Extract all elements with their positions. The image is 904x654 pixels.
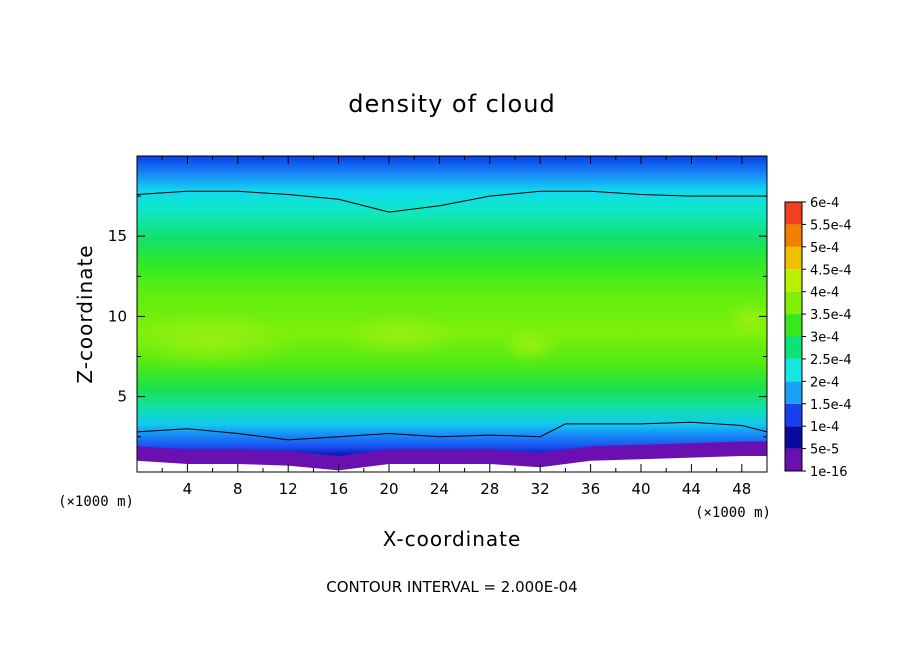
- colorbar-swatch: [785, 291, 802, 315]
- colorbar-swatch: [785, 448, 802, 471]
- colorbar-swatch: [785, 269, 802, 292]
- x-axis-unit-left: (×1000 m): [58, 494, 134, 510]
- y-axis-title: Z-coordinate: [73, 244, 97, 383]
- colorbar-swatch: [785, 426, 802, 449]
- contour-lines: [137, 190, 767, 441]
- contour-interval-note: CONTOUR INTERVAL = 2.000E-04: [326, 578, 577, 596]
- x-tick-label: 28: [480, 480, 499, 498]
- colorbar-label: 3e-4: [810, 331, 839, 346]
- plot-frame: [136, 155, 768, 473]
- colorbar-swatch: [785, 403, 802, 427]
- colorbar-label: 2e-4: [810, 375, 839, 390]
- colorbar-label: 1.5e-4: [810, 398, 852, 413]
- plot-field: [137, 156, 767, 472]
- x-axis-unit-right: (×1000 m): [695, 505, 771, 521]
- x-tick-label: 24: [430, 480, 449, 498]
- colorbar-label: 1e-16: [810, 465, 848, 480]
- field-maximum-patch-2: [340, 313, 460, 357]
- colorbar-swatch: [785, 314, 802, 337]
- y-tick-label: 15: [108, 227, 127, 245]
- colorbar-label: 3.5e-4: [810, 308, 852, 323]
- colorbar-swatch: [785, 246, 802, 270]
- field-maximum-patch-1: [137, 310, 300, 370]
- x-tick-label: 12: [279, 480, 298, 498]
- colorbar-swatch: [785, 358, 802, 382]
- x-tick-label: 32: [531, 480, 550, 498]
- colorbar-label: 1e-4: [810, 420, 839, 435]
- x-tick-label: 4: [183, 480, 193, 498]
- x-tick-label: 40: [631, 480, 650, 498]
- chart-title: density of cloud: [348, 90, 555, 118]
- colorbar-swatch: [785, 381, 802, 404]
- y-tick-label: 10: [108, 307, 127, 325]
- contour-line-2: [137, 421, 767, 441]
- x-tick-label: 36: [581, 480, 600, 498]
- colorbar-label: 6e-4: [810, 196, 839, 211]
- x-axis-ticks: 4 8 12 16 20 24 28 32 36 40 44 48: [161, 156, 751, 498]
- x-tick-label: 48: [732, 480, 751, 498]
- colorbar: 1e-16 5e-5 1e-4 1.5e-4 2e-4 2.5e-4 3e-4 3.5e-4 4…: [784, 196, 852, 480]
- colorbar-label: 4.5e-4: [810, 263, 852, 278]
- y-tick-label: 5: [117, 388, 127, 406]
- colorbar-swatch: [785, 224, 802, 247]
- field-top-minimum: [295, 156, 435, 196]
- field-maximum-patch-3: [500, 327, 560, 363]
- colorbar-swatch: [785, 336, 802, 359]
- colorbar-label: 5e-4: [810, 241, 839, 256]
- x-tick-label: 44: [682, 480, 701, 498]
- colorbar-label: 2.5e-4: [810, 353, 852, 368]
- field-maximum-patch-4: [725, 300, 767, 340]
- field-ground-white: [137, 456, 767, 472]
- y-axis-ticks: 5 10 15: [108, 195, 767, 438]
- x-tick-label: 20: [379, 480, 398, 498]
- colorbar-label: 5.5e-4: [810, 218, 852, 233]
- x-tick-label: 16: [329, 480, 348, 498]
- colorbar-label: 4e-4: [810, 286, 839, 301]
- colorbar-swatch: [785, 202, 802, 225]
- x-tick-label: 8: [233, 480, 243, 498]
- x-axis-title: X-coordinate: [383, 527, 522, 551]
- contour-line-1: [137, 190, 767, 213]
- colorbar-label: 5e-5: [810, 443, 839, 458]
